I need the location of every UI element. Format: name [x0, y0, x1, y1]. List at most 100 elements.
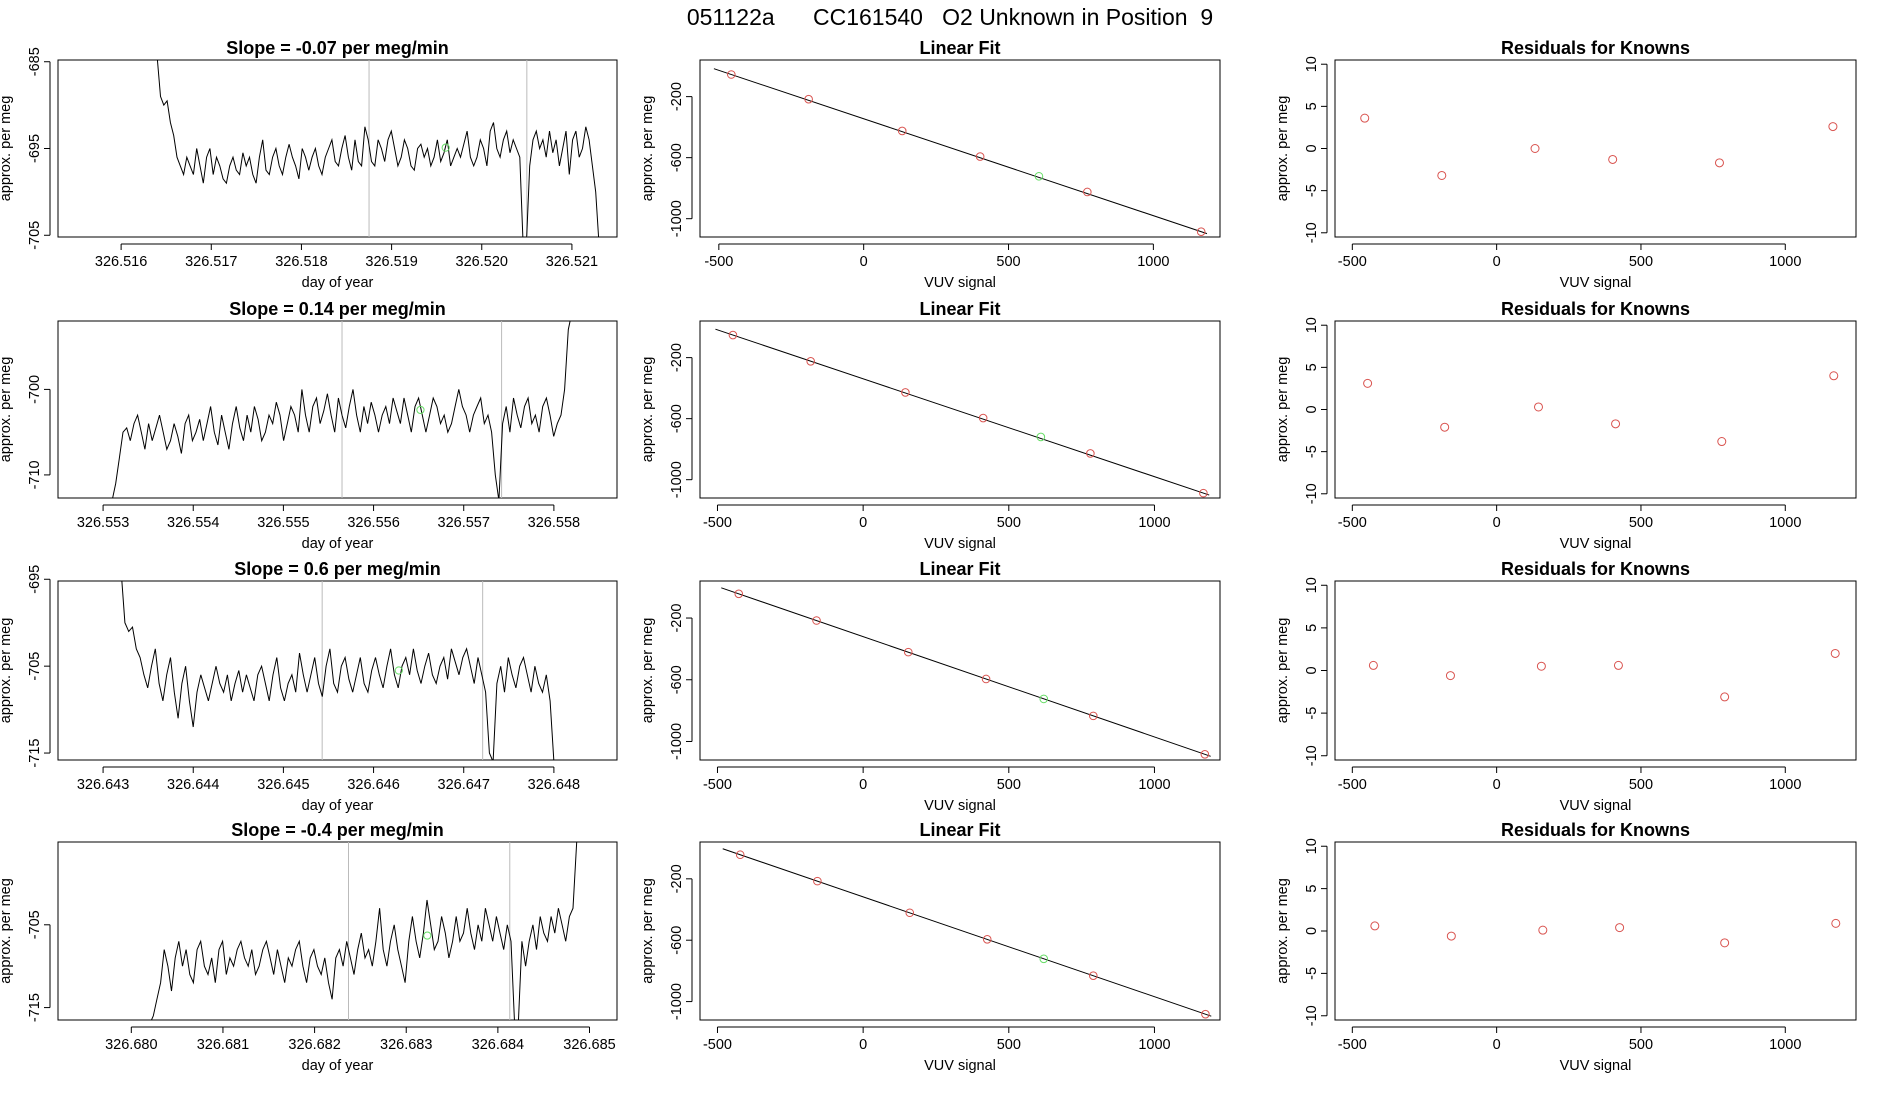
plot-area	[150, 842, 578, 1020]
known-point-marker	[1196, 227, 1206, 236]
residual-point-marker	[1440, 422, 1450, 432]
plot-frame	[1334, 580, 1857, 761]
x-tick-label: 326.683	[380, 1037, 432, 1053]
x-tick-label: 0	[859, 777, 867, 793]
y-tick-label: -700	[27, 375, 43, 404]
x-tick-label: 326.555	[257, 515, 309, 531]
y-tick-label: -5	[1304, 445, 1320, 458]
plot-frame	[699, 320, 1221, 499]
panel-time-series-row4: Slope = -0.4 per meg/min 326.680 326.681 32…	[0, 820, 618, 1074]
x-tick-label: 326.553	[77, 515, 129, 531]
y-tick-label: -705	[27, 652, 43, 681]
x-tick-label: 326.516	[95, 254, 147, 270]
x-tick-label: 1000	[1137, 254, 1169, 270]
y-tick-label: -1000	[669, 983, 685, 1020]
x-tick-label: 326.518	[275, 254, 327, 270]
series-trace-line	[112, 321, 571, 498]
x-tick-label: 326.554	[167, 515, 219, 531]
y-tick-label: -710	[27, 460, 43, 489]
y-tick-label: -1000	[669, 461, 685, 498]
plot-frame	[57, 841, 618, 1021]
y-tick-label: -10	[1304, 483, 1320, 504]
residual-point-marker	[1363, 378, 1373, 388]
x-tick-label: 326.647	[438, 777, 490, 793]
plot-area	[1368, 648, 1840, 702]
residual-point-marker	[1714, 158, 1724, 168]
unknown-point-marker	[441, 143, 450, 152]
panel-title: Residuals for Knowns	[1501, 38, 1690, 58]
residual-point-marker	[1720, 692, 1730, 702]
x-tick-label: 1000	[1138, 1037, 1170, 1053]
x-axis-label: day of year	[302, 275, 374, 291]
residual-point-marker	[1831, 918, 1841, 928]
y-axis-label: approx. per meg	[640, 96, 656, 202]
x-tick-label: 326.557	[438, 515, 490, 531]
fit-line	[713, 68, 1208, 235]
x-axis-label: day of year	[302, 798, 374, 814]
x-tick-label: -500	[1338, 254, 1367, 270]
y-axis-label: approx. per meg	[0, 618, 14, 724]
residual-point-marker	[1446, 931, 1456, 941]
y-tick-label: -200	[669, 604, 685, 633]
panel-residuals-row2: Residuals for Knowns -500 0 500 1000 VUV sign…	[1275, 299, 1857, 552]
known-point-marker	[1088, 711, 1098, 721]
y-tick-label: 0	[1304, 144, 1320, 152]
x-tick-label: 500	[997, 1037, 1021, 1053]
plot-area	[121, 581, 555, 760]
residual-point-marker	[1613, 660, 1623, 670]
panel-linear-fit-row1: Linear Fit -500 0 500 1000 VUV signal -200 -600…	[640, 38, 1221, 291]
known-point-marker	[978, 413, 988, 423]
x-tick-label: 326.682	[288, 1037, 340, 1053]
x-tick-label: 326.520	[456, 254, 508, 270]
plot-frame	[1334, 320, 1857, 499]
y-tick-label: -715	[27, 993, 43, 1022]
known-point-marker	[982, 934, 992, 944]
panel-residuals-row4: Residuals for Knowns -500 0 500 1000 VUV sign…	[1275, 820, 1857, 1074]
y-tick-label: 10	[1304, 317, 1320, 333]
residual-point-marker	[1615, 923, 1625, 933]
x-tick-label: 500	[1629, 1037, 1653, 1053]
x-tick-label: 1000	[1138, 777, 1170, 793]
y-tick-label: -695	[27, 134, 43, 163]
y-tick-label: 10	[1304, 838, 1320, 854]
panel-residuals-row1: Residuals for Knowns -500 0 500 1000 VUV sign…	[1275, 38, 1857, 291]
panel-time-series-row1: Slope = -0.07 per meg/min 326.516 326.517 3…	[0, 38, 618, 291]
known-point-marker	[1083, 187, 1092, 197]
unknown-point-marker	[1039, 694, 1049, 704]
known-point-marker	[726, 70, 736, 79]
known-point-marker	[901, 388, 910, 397]
y-tick-label: 0	[1304, 666, 1320, 674]
y-axis-label: approx. per meg	[0, 357, 14, 463]
panel-title: Slope = 0.14 per meg/min	[229, 299, 446, 319]
x-tick-label: 0	[859, 1037, 867, 1053]
x-tick-label: 0	[1493, 1037, 1501, 1053]
panel-time-series-row3: Slope = 0.6 per meg/min 326.643 326.644 326…	[0, 559, 618, 814]
y-tick-label: -705	[27, 221, 43, 250]
x-tick-label: 500	[997, 515, 1021, 531]
panel-title: Slope = 0.6 per meg/min	[234, 559, 441, 579]
panel-title: Linear Fit	[919, 820, 1000, 840]
plot-frame	[699, 841, 1221, 1021]
y-axis-label: approx. per meg	[640, 357, 656, 463]
known-point-marker	[1086, 449, 1095, 458]
x-tick-label: -500	[703, 1037, 732, 1053]
known-point-marker	[903, 647, 913, 657]
known-point-marker	[1200, 749, 1210, 759]
y-tick-label: 5	[1304, 885, 1320, 893]
x-tick-label: 500	[1629, 515, 1653, 531]
x-tick-label: 326.681	[197, 1037, 249, 1053]
y-tick-label: -600	[669, 404, 685, 433]
residual-point-marker	[1717, 437, 1727, 447]
x-axis-label: day of year	[302, 536, 374, 552]
x-tick-label: 1000	[1769, 777, 1801, 793]
x-tick-label: -500	[1338, 777, 1367, 793]
y-tick-label: -600	[669, 926, 685, 955]
known-point-marker	[975, 152, 985, 161]
y-axis-label: approx. per meg	[0, 878, 14, 984]
panel-grid: Slope = -0.07 per meg/min 326.516 326.517 3…	[0, 38, 1857, 1074]
residual-point-marker	[1437, 170, 1447, 180]
unknown-point-marker	[1039, 954, 1049, 964]
x-tick-label: 326.646	[347, 777, 399, 793]
known-point-marker	[1201, 1009, 1210, 1019]
